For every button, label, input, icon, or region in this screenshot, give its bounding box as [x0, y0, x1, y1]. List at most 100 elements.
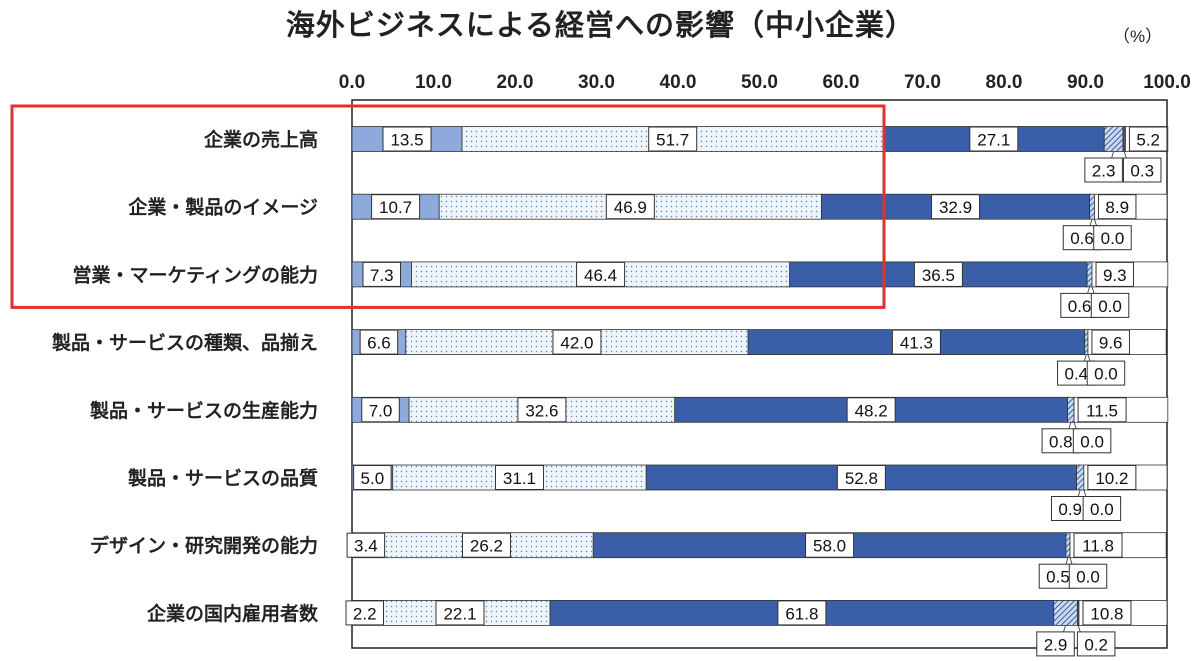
data-label-text: 0.8 [1049, 432, 1073, 451]
data-label: 42.0 [553, 330, 601, 354]
data-label: 5.2 [1129, 127, 1167, 151]
data-label: 5.0 [354, 466, 392, 490]
data-label: 10.8 [1083, 601, 1131, 625]
data-label: 32.9 [932, 195, 980, 219]
data-label-text: 22.1 [443, 604, 476, 623]
data-label-text: 61.8 [785, 604, 818, 623]
data-label: 0.0 [1094, 226, 1132, 250]
data-label: 6.6 [360, 330, 398, 354]
data-label: 48.2 [847, 398, 895, 422]
bar-segment [1104, 127, 1123, 152]
bar-segment [1077, 465, 1084, 490]
x-tick-label: 40.0 [660, 72, 697, 93]
data-label: 0.2 [1077, 632, 1115, 656]
data-label-text: 0.5 [1046, 568, 1070, 587]
data-label-text: 0.0 [1094, 365, 1118, 384]
data-label-text: 2.3 [1092, 162, 1116, 181]
data-label-text: 0.6 [1068, 297, 1092, 316]
category-label: 企業の国内雇用者数 [146, 602, 319, 625]
data-label: 11.5 [1078, 398, 1126, 422]
data-label: 52.8 [837, 466, 885, 490]
data-label: 46.4 [577, 262, 625, 286]
data-label: 0.0 [1073, 429, 1111, 453]
data-label-text: 0.0 [1090, 500, 1114, 519]
x-tick-label: 0.0 [339, 72, 365, 93]
data-label-text: 58.0 [813, 537, 846, 556]
data-label: 9.3 [1096, 262, 1134, 286]
data-label: 31.1 [495, 466, 543, 490]
data-label-text: 2.9 [1044, 635, 1068, 654]
bar-segment [1068, 397, 1075, 422]
data-label-text: 2.2 [353, 604, 377, 623]
x-tick-label: 20.0 [497, 72, 534, 93]
data-label-text: 10.8 [1090, 604, 1123, 623]
data-label-text: 11.8 [1082, 537, 1114, 556]
leader-line [1084, 355, 1086, 362]
data-label: 2.3 [1085, 158, 1123, 182]
data-label-text: 7.3 [370, 266, 394, 285]
data-label-text: 52.8 [845, 469, 878, 488]
category-label: デザイン・研究開発の能力 [90, 534, 318, 557]
data-label: 9.6 [1092, 330, 1130, 354]
data-label-text: 41.3 [900, 334, 933, 353]
data-label: 22.1 [436, 601, 484, 625]
data-label-text: 3.4 [354, 537, 378, 556]
data-label-text: 0.4 [1064, 365, 1088, 384]
data-label: 61.8 [778, 601, 826, 625]
data-label-text: 7.0 [369, 401, 393, 420]
x-tick-label: 70.0 [904, 72, 941, 93]
data-label: 0.0 [1069, 564, 1107, 588]
data-label-text: 5.0 [361, 469, 385, 488]
data-label-text: 32.6 [525, 401, 558, 420]
data-label: 10.7 [372, 195, 420, 219]
data-label: 0.0 [1091, 293, 1129, 317]
data-label-text: 46.4 [584, 266, 617, 285]
data-label: 2.9 [1037, 632, 1075, 656]
bar-segment [1087, 262, 1092, 287]
category-label: 企業の売上高 [203, 128, 318, 151]
bar-segment [1090, 194, 1095, 219]
data-label-text: 42.0 [560, 334, 593, 353]
data-label: 13.5 [383, 127, 431, 151]
data-label-text: 11.5 [1086, 401, 1118, 420]
data-label-text: 8.9 [1105, 198, 1129, 217]
data-label: 41.3 [892, 330, 940, 354]
x-tick-label: 100.0 [1143, 72, 1191, 93]
data-label: 7.0 [362, 398, 400, 422]
category-label: 製品・サービスの種類、品揃え [51, 331, 318, 354]
data-label-text: 0.2 [1084, 635, 1108, 654]
data-label-text: 9.3 [1103, 266, 1127, 285]
data-label: 3.4 [347, 533, 385, 557]
data-label: 26.2 [462, 533, 510, 557]
data-label-text: 0.9 [1058, 500, 1082, 519]
data-label-text: 46.9 [614, 198, 647, 217]
data-label: 10.2 [1088, 466, 1136, 490]
data-label-text: 36.5 [922, 266, 955, 285]
data-label-text: 13.5 [390, 131, 423, 150]
x-tick-label: 80.0 [986, 72, 1023, 93]
data-label-text: 0.0 [1101, 229, 1125, 248]
data-label-text: 26.2 [470, 537, 503, 556]
data-label: 58.0 [806, 533, 854, 557]
data-label-text: 10.7 [379, 198, 412, 217]
x-tick-label: 30.0 [578, 72, 615, 93]
data-label: 51.7 [649, 127, 697, 151]
data-label: 27.1 [970, 127, 1018, 151]
data-label-text: 51.7 [656, 131, 689, 150]
data-label-text: 48.2 [855, 401, 888, 420]
data-label: 0.3 [1123, 158, 1161, 182]
data-label-text: 10.2 [1095, 469, 1128, 488]
data-label-text: 27.1 [977, 131, 1010, 150]
data-label-text: 0.0 [1080, 432, 1104, 451]
x-tick-label: 90.0 [1067, 72, 1104, 93]
data-label-text: 9.6 [1099, 334, 1123, 353]
bar-segment [1066, 533, 1070, 558]
data-label-text: 0.0 [1076, 568, 1100, 587]
category-label: 製品・サービスの生産能力 [89, 399, 318, 422]
category-label: 営業・マーケティングの能力 [73, 263, 318, 286]
data-label: 32.6 [518, 398, 566, 422]
data-label: 0.0 [1083, 497, 1121, 521]
data-label-text: 5.2 [1136, 131, 1160, 150]
x-tick-label: 10.0 [415, 72, 452, 93]
